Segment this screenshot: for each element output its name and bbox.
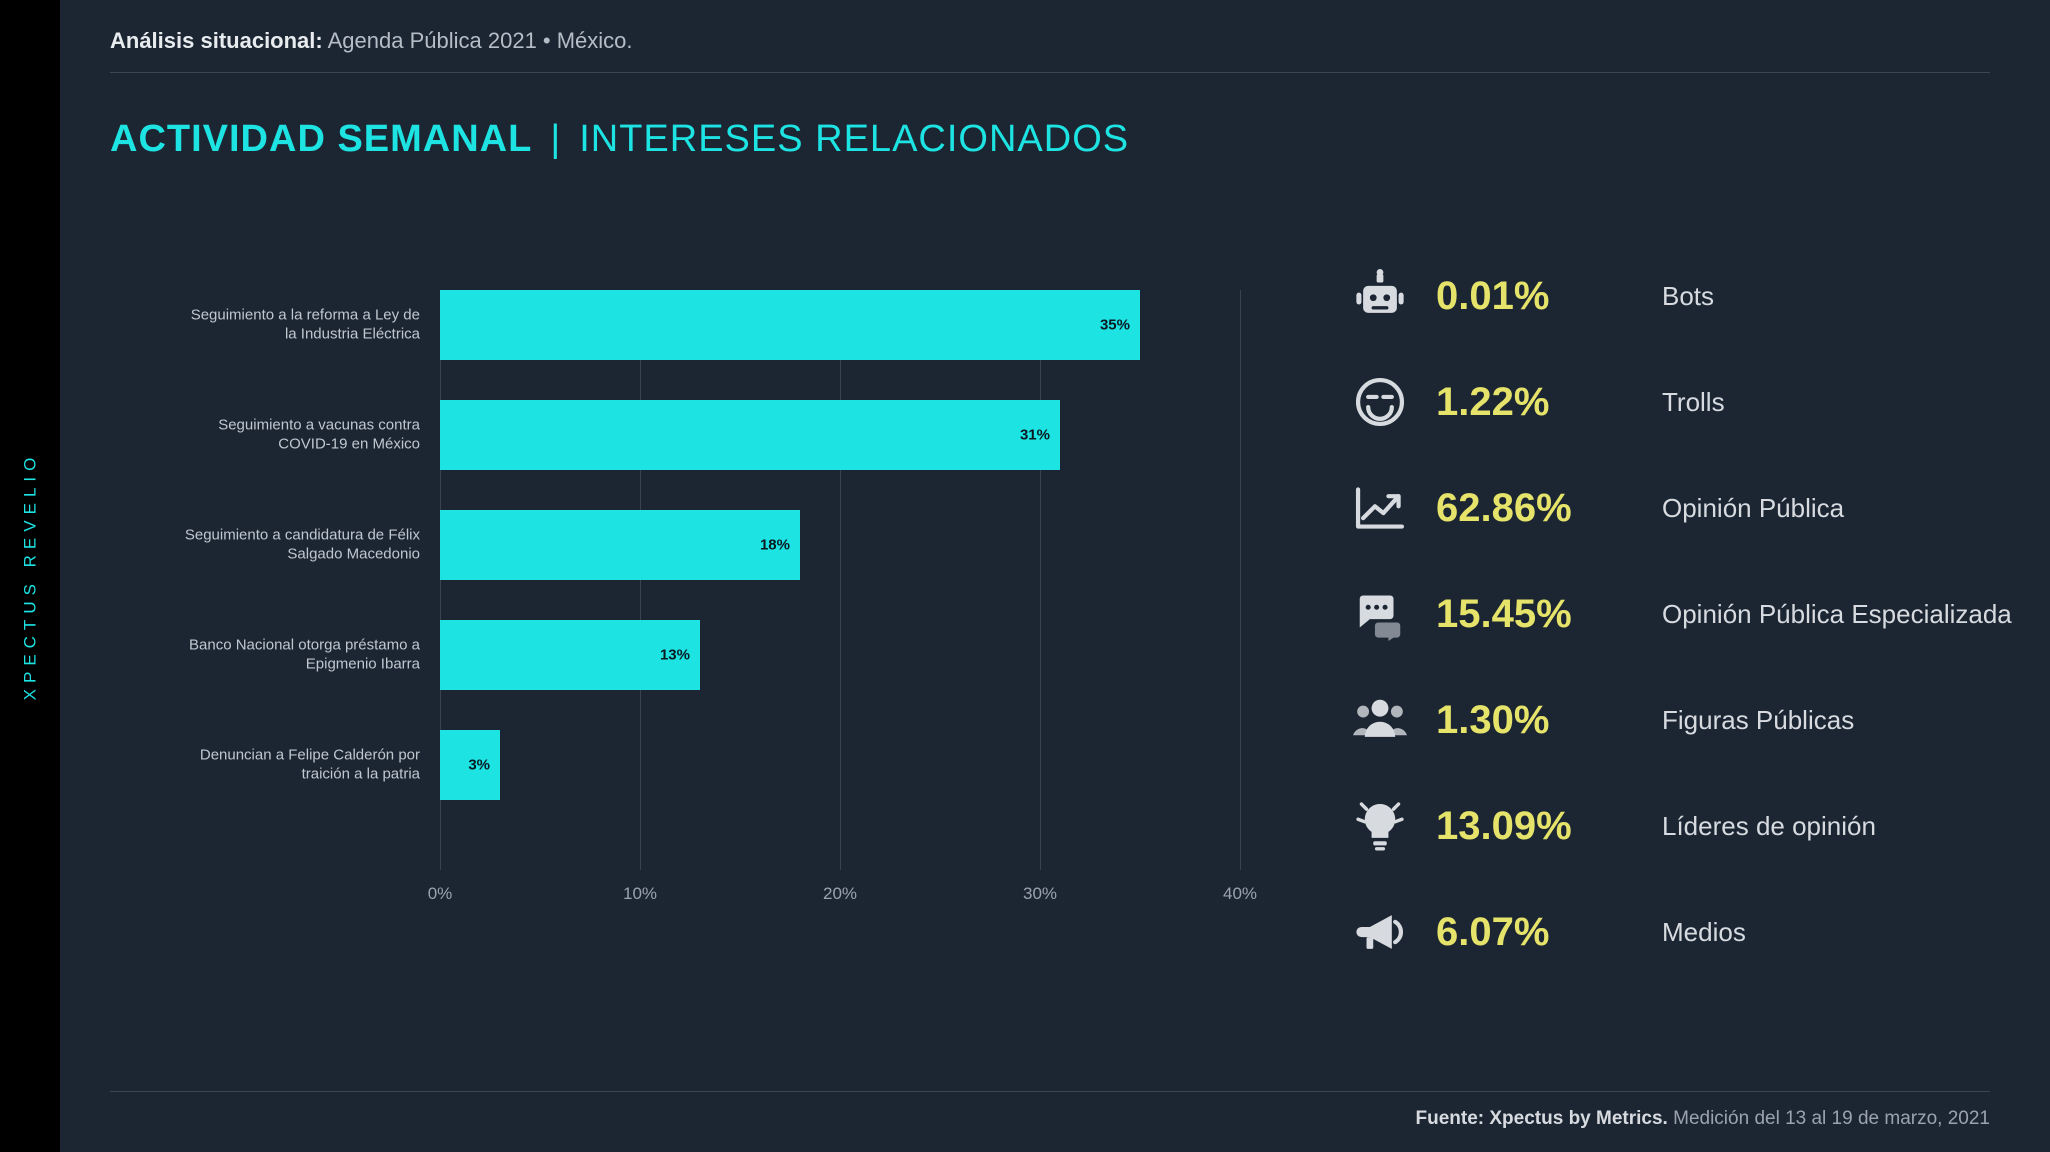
x-tick-label: 40% [1223,884,1257,904]
chat-icon [1350,584,1410,644]
troll-icon [1350,372,1410,432]
bar: 3% [440,730,500,800]
metric-row: 13.09% Líderes de opinión [1350,796,2030,856]
metric-value: 13.09% [1436,804,1636,849]
metric-label: Opinión Pública [1662,493,1844,524]
slide-page: Análisis situacional: Agenda Pública 202… [60,0,2050,1152]
bar-chart: Seguimiento a la reforma a Ley de la Ind… [180,290,1240,920]
bar-value: 18% [760,537,790,554]
title-main: ACTIVIDAD SEMANAL [110,118,532,161]
metric-label: Opinión Pública Especializada [1662,599,2012,630]
x-tick-label: 0% [428,884,453,904]
metric-row: 1.22% Trolls [1350,372,2030,432]
x-tick-label: 30% [1023,884,1057,904]
bar-row: Denuncian a Felipe Calderón por traición… [440,730,1240,800]
footer-line: Fuente: Xpectus by Metrics. Medición del… [110,1091,1990,1130]
metric-row: 62.86% Opinión Pública [1350,478,2030,538]
chart-plot-area: Seguimiento a la reforma a Ley de la Ind… [440,290,1240,870]
bar-value: 13% [660,647,690,664]
brand-sidebar: XPECTUS REVELIO [0,0,60,1152]
footer-bold: Fuente: Xpectus by Metrics. [1416,1108,1668,1129]
metric-value: 1.30% [1436,698,1636,743]
footer-rest: Medición del 13 al 19 de marzo, 2021 [1668,1108,1990,1129]
bar-row: Banco Nacional otorga préstamo a Epigmen… [440,620,1240,690]
bar-value: 31% [1020,427,1050,444]
people-icon [1350,690,1410,750]
metric-label: Figuras Públicas [1662,705,1854,736]
metric-row: 6.07% Medios [1350,902,2030,962]
bar: 18% [440,510,800,580]
header-line: Análisis situacional: Agenda Pública 202… [110,28,1990,73]
bar-row: Seguimiento a vacunas contra COVID-19 en… [440,400,1240,470]
metric-value: 6.07% [1436,910,1636,955]
metric-row: 0.01% Bots [1350,266,2030,326]
x-tick-label: 10% [623,884,657,904]
header-rest: Agenda Pública 2021 • México. [323,28,633,53]
bar-row: Seguimiento a la reforma a Ley de la Ind… [440,290,1240,360]
chart-up-icon [1350,478,1410,538]
metric-label: Bots [1662,281,1714,312]
metric-row: 15.45% Opinión Pública Especializada [1350,584,2030,644]
title-sub: INTERESES RELACIONADOS [579,118,1129,161]
bar-label: Seguimiento a candidatura de Félix Salga… [180,526,420,564]
bar-label: Denuncian a Felipe Calderón por traición… [180,746,420,784]
metric-row: 1.30% Figuras Públicas [1350,690,2030,750]
metric-label: Medios [1662,917,1746,948]
metric-value: 15.45% [1436,592,1636,637]
brand-vertical-text: XPECTUS REVELIO [20,452,40,701]
bar-row: Seguimiento a candidatura de Félix Salga… [440,510,1240,580]
bar: 35% [440,290,1140,360]
bar-label: Seguimiento a vacunas contra COVID-19 en… [180,416,420,454]
robot-icon [1350,266,1410,326]
metric-value: 62.86% [1436,486,1636,531]
bar-value: 35% [1100,317,1130,334]
chart-x-axis: 0%10%20%30%40% [440,870,1240,920]
bar-label: Banco Nacional otorga préstamo a Epigmen… [180,636,420,674]
bar-value: 3% [468,757,490,774]
bar: 13% [440,620,700,690]
bulb-icon [1350,796,1410,856]
header-bold: Análisis situacional: [110,28,323,53]
metric-value: 1.22% [1436,380,1636,425]
title-separator: | [550,118,561,161]
bar-label: Seguimiento a la reforma a Ley de la Ind… [180,306,420,344]
metric-value: 0.01% [1436,274,1636,319]
x-tick-label: 20% [823,884,857,904]
metrics-list: 0.01% Bots 1.22% Trolls 62.86% Opinión Públic… [1350,266,2030,962]
bar: 31% [440,400,1060,470]
chart-gridline [1240,290,1241,870]
metric-label: Trolls [1662,387,1725,418]
page-title: ACTIVIDAD SEMANAL | INTERESES RELACIONAD… [110,118,1129,161]
metric-label: Líderes de opinión [1662,811,1876,842]
megaphone-icon [1350,902,1410,962]
